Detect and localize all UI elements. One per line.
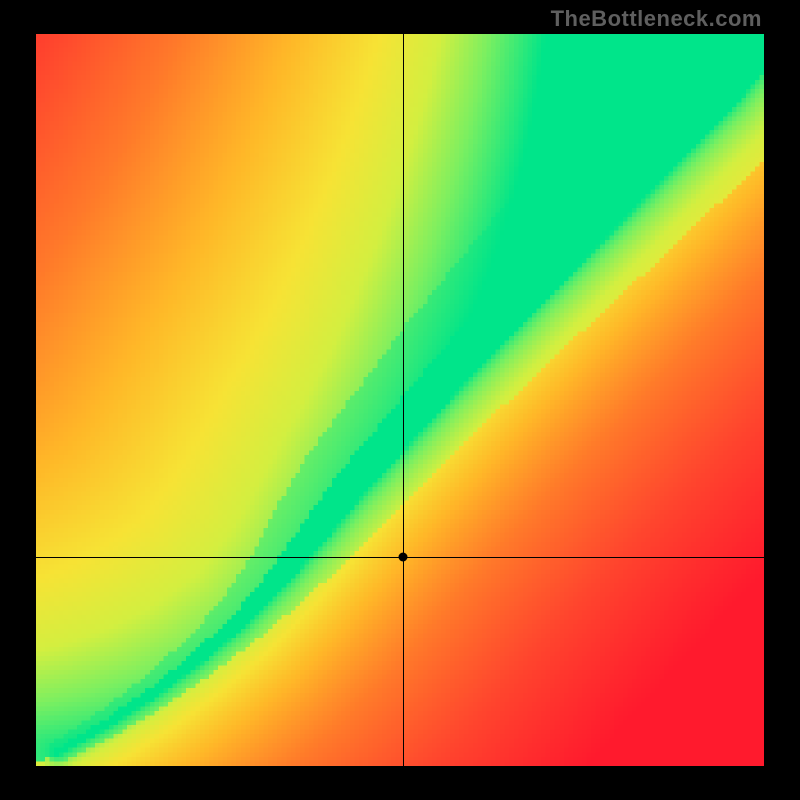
watermark-text: TheBottleneck.com: [551, 6, 762, 32]
crosshair-vertical: [403, 34, 404, 766]
heatmap-plot: [36, 34, 764, 766]
chart-root: { "watermark": { "text": "TheBottleneck.…: [0, 0, 800, 800]
crosshair-marker: [399, 553, 408, 562]
heatmap-canvas: [36, 34, 764, 766]
